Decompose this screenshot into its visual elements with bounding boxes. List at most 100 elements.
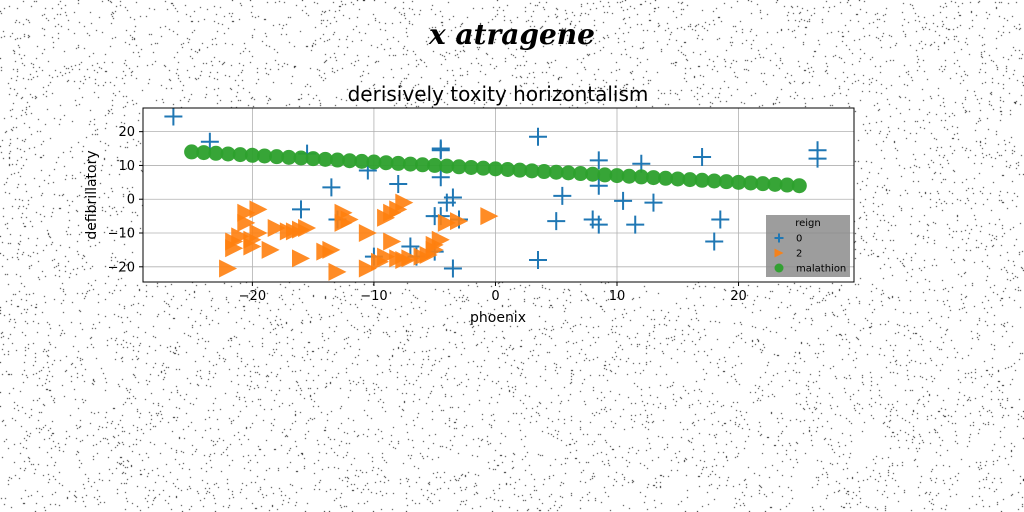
point-circle (317, 151, 333, 167)
point-circle (718, 174, 734, 190)
point-triangle-right (219, 259, 238, 278)
point-circle (706, 173, 722, 189)
legend-marker (774, 263, 784, 273)
point-plus (589, 151, 608, 170)
point-plus (443, 188, 462, 207)
point-circle (755, 176, 771, 192)
y-tick-label: 10 (118, 159, 135, 174)
point-plus (589, 215, 608, 234)
point-circle (585, 166, 601, 182)
point-plus (292, 200, 310, 219)
point-plus (443, 259, 462, 278)
point-triangle-right (377, 247, 396, 266)
x-axis-label: phoenix (470, 310, 526, 326)
point-circle (621, 168, 637, 184)
axis-ticks: −20 −10 0 10 20 −20 −10 0 10 20 (108, 125, 747, 304)
point-plus (401, 237, 420, 256)
point-circle (609, 168, 625, 184)
point-plus (431, 168, 450, 187)
point-triangle-right (249, 224, 268, 243)
point-circle (439, 158, 455, 174)
point-plus (553, 186, 572, 205)
point-triangle-right (431, 230, 450, 249)
point-triangle-right (358, 224, 377, 243)
point-plus (693, 147, 712, 166)
point-plus (200, 132, 219, 151)
point-circle (293, 150, 309, 166)
legend-title: reign (795, 218, 821, 229)
x-tick-label: 0 (491, 289, 499, 304)
point-plus (529, 251, 547, 270)
point-triangle-right (322, 240, 341, 259)
grid (143, 108, 854, 282)
point-circle (269, 149, 285, 165)
point-circle (512, 162, 528, 178)
point-circle (500, 161, 516, 177)
point-plus (644, 193, 663, 212)
point-circle (597, 167, 613, 183)
chart-title: derisively toxity horizontalism (348, 82, 649, 106)
point-circle (694, 172, 710, 188)
point-circle (244, 147, 260, 163)
point-plus (164, 107, 183, 126)
point-circle (463, 159, 479, 175)
point-circle (743, 175, 759, 191)
point-circle (402, 156, 418, 172)
point-triangle-right (395, 193, 414, 212)
point-circle (779, 177, 795, 193)
y-tick-label: 0 (127, 193, 135, 208)
point-circle (366, 154, 382, 170)
y-tick-label: 20 (118, 125, 135, 140)
legend: reign 0 2 malathion (766, 215, 850, 277)
point-circle (232, 147, 248, 163)
point-circle (791, 178, 807, 194)
legend-marker (774, 248, 784, 258)
point-circle (427, 157, 443, 173)
point-triangle-right (383, 232, 402, 251)
point-circle (524, 163, 540, 179)
point-circle (257, 148, 273, 164)
point-triangle-right (480, 207, 499, 226)
point-circle (196, 145, 212, 161)
point-circle (475, 160, 491, 176)
point-triangle-right (328, 262, 347, 281)
point-circle (633, 169, 649, 185)
point-plus (529, 127, 547, 146)
point-circle (645, 170, 661, 186)
point-triangle-right (261, 240, 280, 259)
series-2 (219, 193, 499, 281)
point-circle (560, 165, 576, 181)
point-circle (184, 144, 200, 160)
point-circle (767, 176, 783, 192)
point-plus (431, 139, 450, 158)
legend-label: 2 (796, 249, 802, 260)
y-tick-label: −10 (108, 227, 135, 242)
legend-marker (774, 233, 784, 243)
point-triangle-right (437, 213, 456, 232)
figure-suptitle: x atragene (429, 18, 595, 51)
point-plus (322, 178, 341, 197)
point-circle (548, 164, 564, 180)
point-plus (547, 212, 566, 231)
point-triangle-right (358, 259, 377, 278)
point-circle (390, 155, 406, 171)
point-triangle-right (249, 200, 268, 219)
y-tick-label: −20 (108, 260, 135, 275)
point-circle (208, 145, 224, 161)
series-malathion (184, 144, 807, 194)
point-triangle-right (243, 237, 262, 256)
point-triangle-right (298, 218, 317, 237)
point-triangle-right (225, 239, 244, 258)
point-circle (329, 152, 345, 168)
point-circle (731, 174, 747, 190)
point-triangle-right (237, 213, 256, 232)
point-circle (378, 155, 394, 171)
point-plus (589, 176, 608, 195)
legend-label: malathion (796, 264, 846, 275)
plot-area (143, 108, 854, 282)
point-triangle-right (450, 212, 468, 231)
point-triangle-right (292, 249, 310, 268)
point-circle (342, 153, 358, 169)
point-plus (614, 191, 633, 210)
